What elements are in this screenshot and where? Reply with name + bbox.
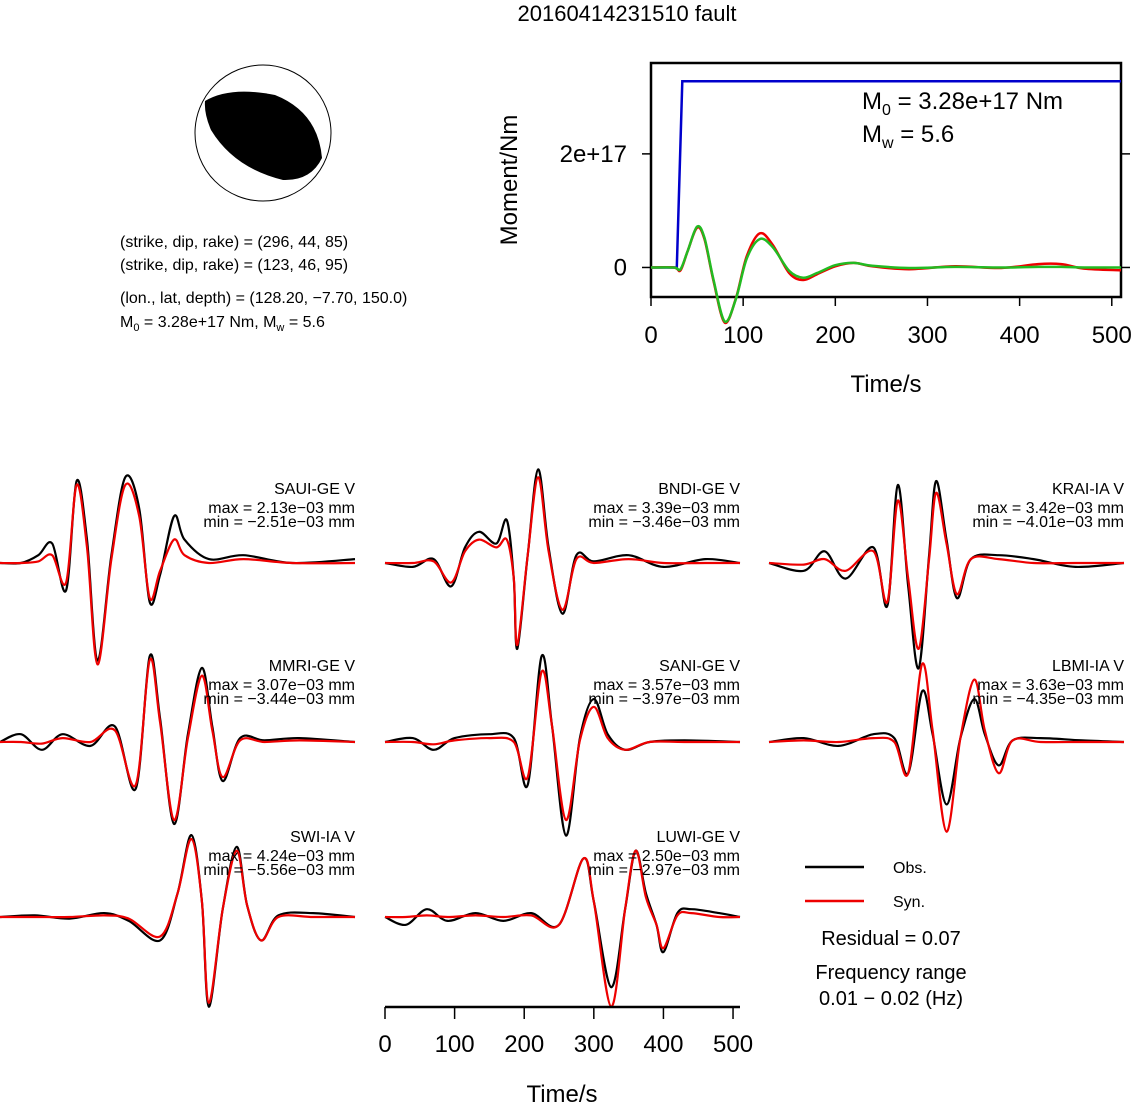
station-min: min = −3.46e−03 mm <box>588 514 740 531</box>
annot-m0-rest: = 3.28e+17 Nm <box>891 88 1063 115</box>
frequency-value: 0.01 − 0.02 (Hz) <box>819 988 963 1010</box>
moment-x-axis: 0 100 200 300 400 500 <box>644 297 1132 349</box>
station-name: SANI-GE V <box>659 658 740 675</box>
waveform-xtick-label: 200 <box>504 1031 544 1058</box>
station-min: min = −4.35e−03 mm <box>972 691 1124 708</box>
legend: Obs. Syn. <box>805 860 927 911</box>
station-name: SAUI-GE V <box>274 481 355 498</box>
moment-mid: = 3.28e+17 Nm, M <box>139 314 276 331</box>
station-min: min = −3.97e−03 mm <box>588 691 740 708</box>
location-text: (lon., lat, depth) = (128.20, −7.70, 150… <box>120 290 407 307</box>
moment-m0-symbol: M <box>120 314 133 331</box>
moment-chart: 0 100 200 300 400 500 0 2e+17 Time/s Moment/Nm… <box>496 61 1132 398</box>
station-max: max = 3.39e−03 mm <box>593 500 740 517</box>
moment-m0-sub: 0 <box>133 322 139 334</box>
synthetic-waveform <box>768 491 1124 650</box>
synthetic-waveform <box>0 482 356 666</box>
station-min: min = −5.56e−03 mm <box>203 862 355 879</box>
moment-text: M0 = 3.28e+17 Nm, Mw = 5.6 <box>120 314 325 334</box>
station-name: SWI-IA V <box>290 829 355 846</box>
station-max: max = 2.13e−03 mm <box>208 500 355 517</box>
station-max: max = 2.50e−03 mm <box>593 848 740 865</box>
moment-mw-sub: w <box>275 322 284 334</box>
moment-ylabel: Moment/Nm <box>496 115 523 246</box>
moment-annotation-mw: Mw = 5.6 <box>862 121 954 152</box>
annot-mw-sub: w <box>881 135 894 152</box>
moment-xtick-label: 100 <box>723 322 763 349</box>
plane2-text: (strike, dip, rake) = (123, 46, 95) <box>120 257 348 274</box>
moment-xtick-label: 200 <box>815 322 855 349</box>
waveform-time-axis: Time/s 0 100 200 300 400 500 <box>378 1005 753 1104</box>
synthetic-waveform <box>384 669 740 822</box>
beachball-compressional-quadrant <box>204 91 322 181</box>
moment-y-axis: 0 2e+17 <box>560 141 1130 281</box>
moment-xtick-label: 0 <box>644 322 657 349</box>
moment-ytick-label: 0 <box>614 254 627 281</box>
frequency-label: Frequency range <box>815 962 966 984</box>
station-max: max = 3.07e−03 mm <box>208 677 355 694</box>
figure-title: 20160414231510 fault <box>518 1 737 26</box>
station-name: LBMI-IA V <box>1052 658 1124 675</box>
plane1-text: (strike, dip, rake) = (296, 44, 85) <box>120 234 348 251</box>
moment-xtick-label: 300 <box>907 322 947 349</box>
beachball-icon <box>194 64 332 202</box>
station-name: LUWI-GE V <box>656 829 740 846</box>
moment-xlabel: Time/s <box>850 371 921 398</box>
annot-m0-sub: 0 <box>882 102 891 119</box>
annot-mw-rest: = 5.6 <box>894 121 955 148</box>
synthetic-waveform <box>768 662 1124 833</box>
moment-series <box>650 79 1122 325</box>
moment-annotation-m0: M0 = 3.28e+17 Nm <box>862 88 1063 119</box>
moment-series-line-1 <box>650 226 1122 325</box>
observed-waveform <box>0 474 356 662</box>
waveform-xtick-label: 400 <box>643 1031 683 1058</box>
moment-xtick-label: 400 <box>1000 322 1040 349</box>
legend-obs-label: Obs. <box>893 860 927 877</box>
synthetic-waveform <box>0 837 355 1004</box>
waveform-xlabel: Time/s <box>526 1081 597 1104</box>
station-max: max = 3.57e−03 mm <box>593 677 740 694</box>
moment-plot-frame <box>649 61 1123 299</box>
station-min: min = −3.44e−03 mm <box>203 691 355 708</box>
station-min: min = −2.97e−03 mm <box>588 862 740 879</box>
moment-ytick-label: 2e+17 <box>560 141 627 168</box>
station-max: max = 3.42e−03 mm <box>977 500 1124 517</box>
station-min: min = −4.01e−03 mm <box>972 514 1124 531</box>
moment-end: = 5.6 <box>284 314 325 331</box>
waveform-xtick-label: 300 <box>574 1031 614 1058</box>
mechanism-info: (strike, dip, rake) = (296, 44, 85) (str… <box>120 234 407 334</box>
synthetic-waveform <box>384 476 740 647</box>
station-name: MMRI-GE V <box>269 658 356 675</box>
annot-mw-sym: M <box>862 121 882 148</box>
waveform-xtick-label: 0 <box>378 1031 391 1058</box>
synthetic-waveform <box>0 657 356 822</box>
moment-xtick-label: 500 <box>1092 322 1132 349</box>
residual-text: Residual = 0.07 <box>821 928 961 950</box>
station-name: KRAI-IA V <box>1052 481 1124 498</box>
station-max: max = 4.24e−03 mm <box>208 848 355 865</box>
annot-m0-sym: M <box>862 88 882 115</box>
station-min: min = −2.51e−03 mm <box>203 514 355 531</box>
observed-waveform <box>768 479 1125 670</box>
station-name: BNDI-GE V <box>658 481 740 498</box>
legend-syn-label: Syn. <box>893 894 925 911</box>
moment-series-line-2 <box>650 224 1122 324</box>
waveform-xtick-label: 100 <box>435 1031 475 1058</box>
station-max: max = 3.63e−03 mm <box>977 677 1124 694</box>
waveform-xtick-label: 500 <box>713 1031 753 1058</box>
synthetic-waveform <box>384 849 741 1008</box>
